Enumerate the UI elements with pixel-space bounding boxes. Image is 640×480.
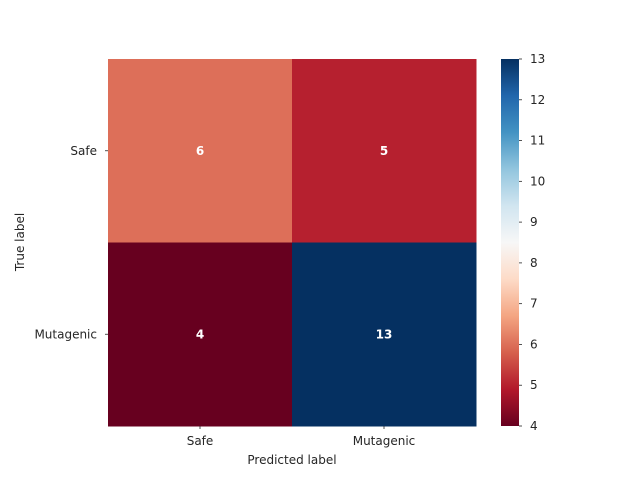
colorbar-tick-labels: 4 5 6 7 8 9 10 11 12 13	[519, 52, 545, 433]
colorbar-gradient	[501, 59, 519, 426]
matrix-cells	[108, 59, 477, 427]
colorbar-tick-label: 7	[530, 297, 538, 311]
cell-value-labels: 6 5 4 13	[196, 144, 393, 342]
y-tick-label: Mutagenic	[34, 327, 97, 341]
y-axis-label: True label	[13, 213, 27, 272]
colorbar-tick-label: 6	[530, 337, 538, 351]
colorbar-tick-label: 12	[530, 93, 545, 107]
matrix-cell-1-1	[292, 242, 477, 427]
x-tick-labels: Safe Mutagenic	[187, 426, 416, 448]
x-axis-label: Predicted label	[247, 453, 336, 467]
colorbar-tick-label: 10	[530, 174, 545, 188]
colorbar-tick-label: 4	[530, 419, 538, 433]
cell-value-0-1: 5	[380, 144, 388, 158]
colorbar-tick-label: 9	[530, 215, 538, 229]
colorbar-tick-label: 13	[530, 52, 545, 66]
matrix-cell-0-0	[108, 59, 293, 243]
colorbar-tick-label: 5	[530, 378, 538, 392]
matrix-cell-1-0	[108, 242, 293, 427]
colorbar: 4 5 6 7 8 9 10 11 12 13	[501, 52, 545, 433]
x-tick-label: Safe	[187, 434, 214, 448]
cell-value-1-1: 13	[376, 327, 393, 341]
colorbar-tick-label: 11	[530, 134, 545, 148]
cell-value-0-0: 6	[196, 144, 204, 158]
matrix-cell-0-1	[292, 59, 477, 243]
y-tick-label: Safe	[70, 144, 97, 158]
y-tick-labels: Safe Mutagenic	[34, 144, 108, 341]
cell-value-1-0: 4	[196, 327, 204, 341]
x-tick-label: Mutagenic	[353, 434, 416, 448]
colorbar-tick-label: 8	[530, 256, 538, 270]
